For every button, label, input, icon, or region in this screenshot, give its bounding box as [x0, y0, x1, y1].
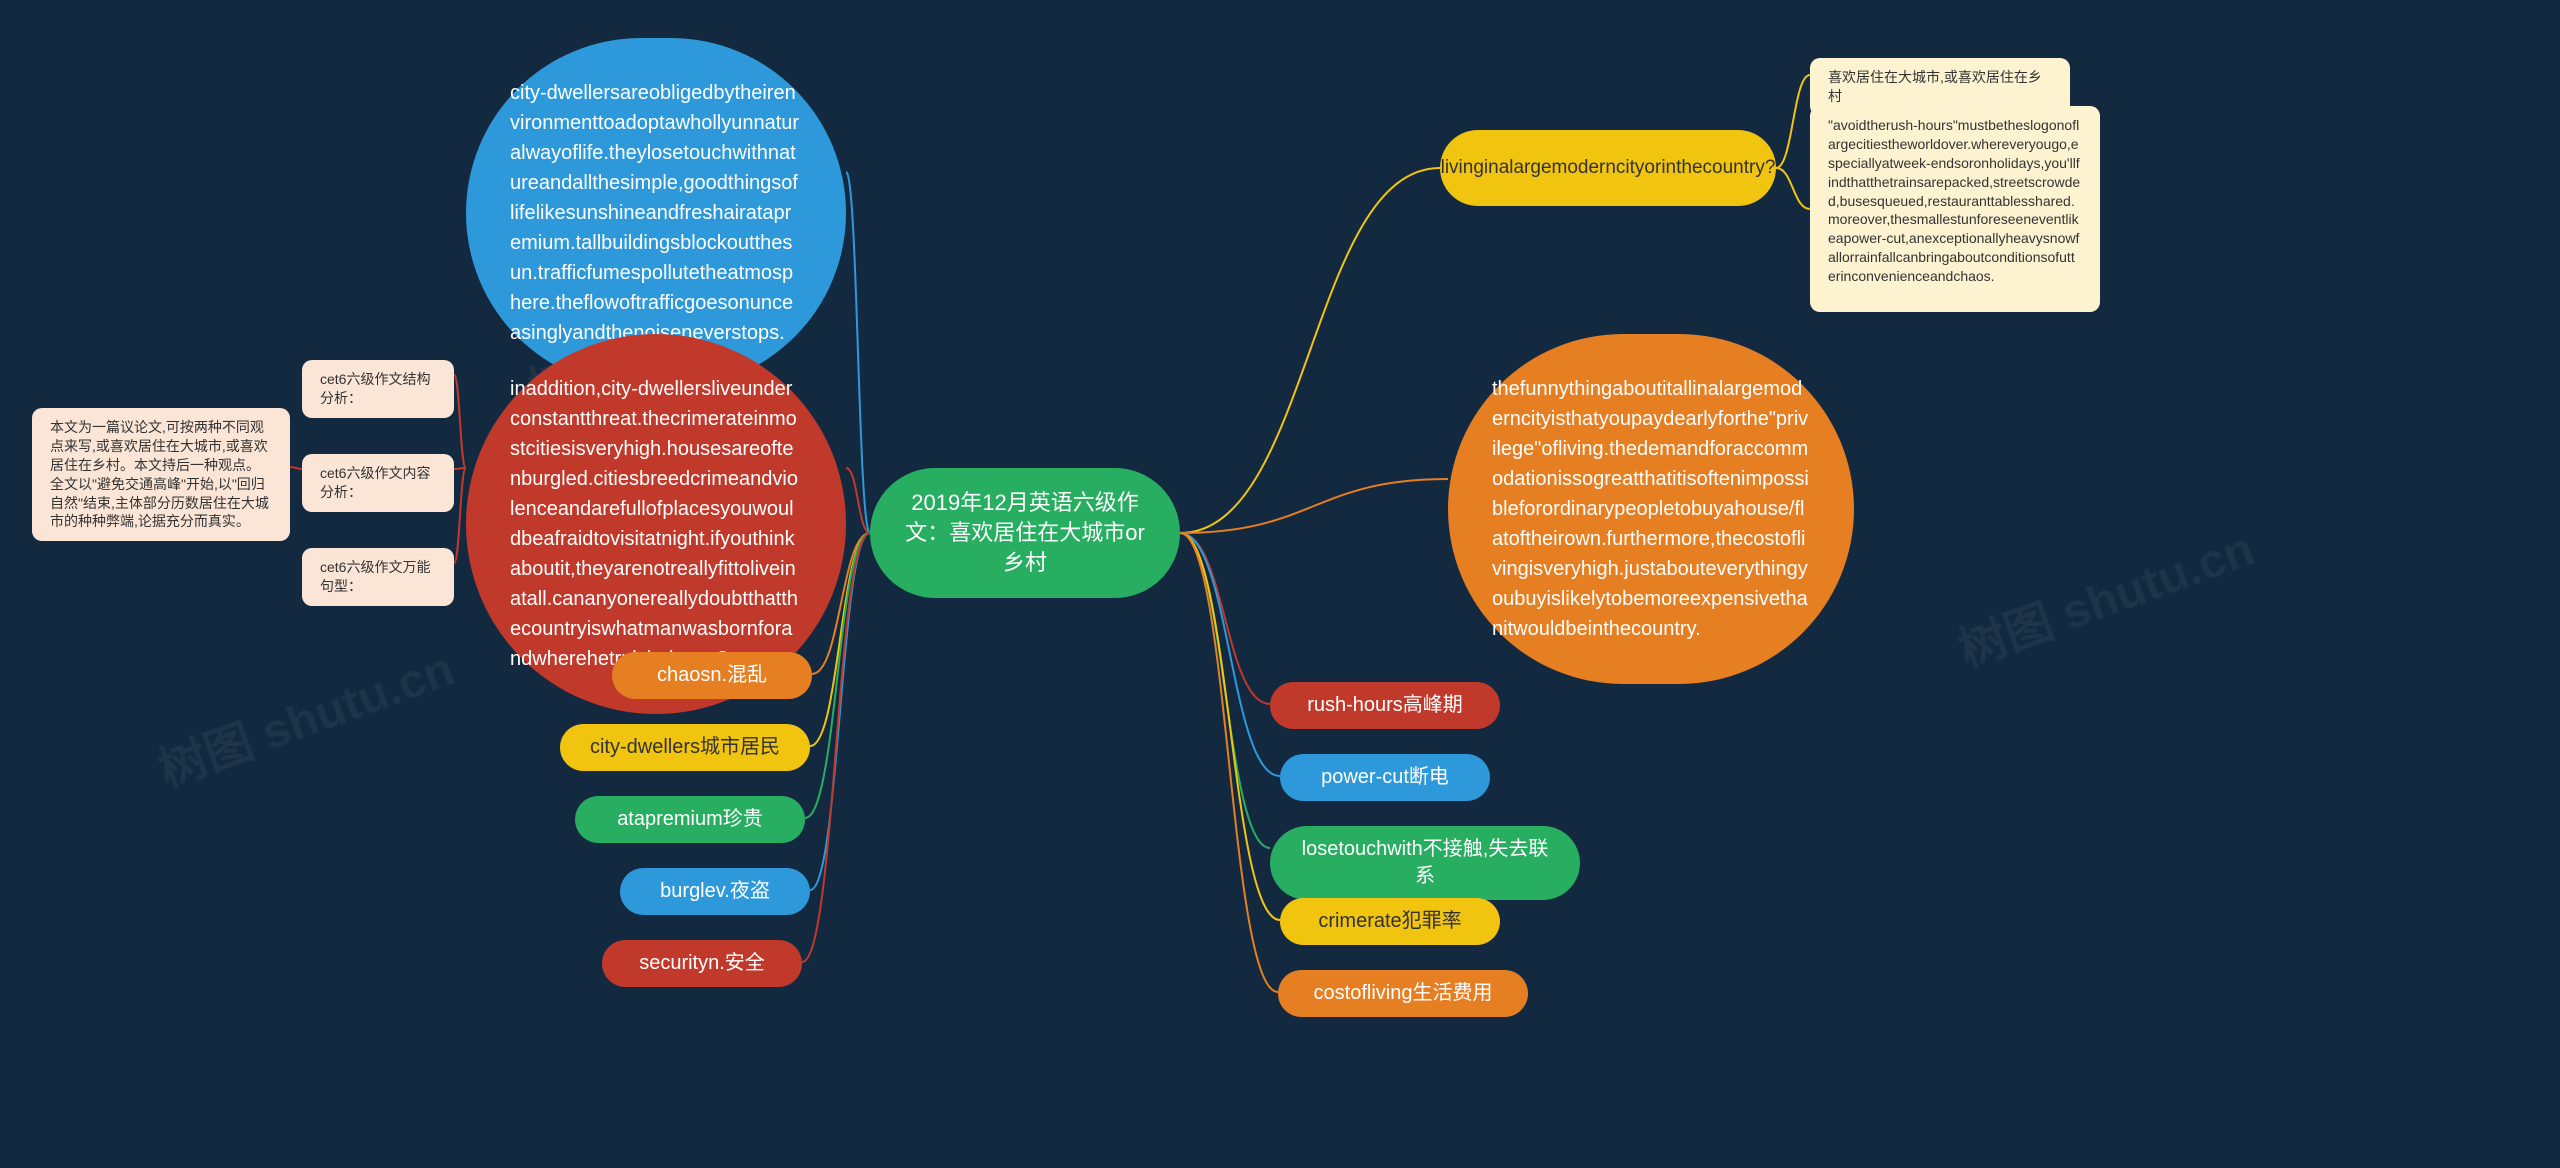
edge	[454, 375, 466, 468]
edge	[1180, 479, 1448, 533]
edge	[1776, 75, 1810, 168]
edge	[846, 172, 870, 533]
node-n_power[interactable]: power-cut断电	[1280, 754, 1490, 801]
center-node[interactable]: 2019年12月英语六级作文：喜欢居住在大城市or乡村	[870, 468, 1180, 598]
node-n_premium[interactable]: atapremium珍贵	[575, 796, 805, 843]
edge	[1180, 533, 1280, 920]
edge	[1776, 168, 1810, 209]
node-n_security[interactable]: securityn.安全	[602, 940, 802, 987]
edge	[1180, 533, 1278, 992]
node-n_crime[interactable]: crimerate犯罪率	[1280, 898, 1500, 945]
edge	[1180, 533, 1280, 776]
node-n_yellow_q[interactable]: livinginalargemoderncityorinthecountry?	[1440, 130, 1776, 206]
node-n_citydw[interactable]: city-dwellers城市居民	[560, 724, 810, 771]
node-n_rush[interactable]: rush-hours高峰期	[1270, 682, 1500, 729]
node-n_essay[interactable]: 本文为一篇议论文,可按两种不同观点来写,或喜欢居住在大城市,或喜欢居住在乡村。本…	[32, 408, 290, 541]
node-n_burgle[interactable]: burglev.夜盗	[620, 868, 810, 915]
node-n_cet1[interactable]: cet6六级作文结构分析：	[302, 360, 454, 418]
node-n_lose[interactable]: losetouchwith不接触,失去联系	[1270, 826, 1580, 900]
edge	[290, 467, 302, 469]
node-n_cost[interactable]: costofliving生活费用	[1278, 970, 1528, 1017]
node-n_cet2[interactable]: cet6六级作文内容分析：	[302, 454, 454, 512]
edge	[454, 468, 466, 563]
node-n_cet3[interactable]: cet6六级作文万能句型：	[302, 548, 454, 606]
edge	[1180, 168, 1440, 533]
edge	[1180, 533, 1270, 704]
node-n_orange_big[interactable]: thefunnythingaboutitallinalargemoderncit…	[1448, 334, 1854, 684]
node-n_leaf_avoid[interactable]: "avoidtherush-hours"mustbetheslogonoflar…	[1810, 106, 2100, 312]
node-n_chaos[interactable]: chaosn.混乱	[612, 652, 812, 699]
